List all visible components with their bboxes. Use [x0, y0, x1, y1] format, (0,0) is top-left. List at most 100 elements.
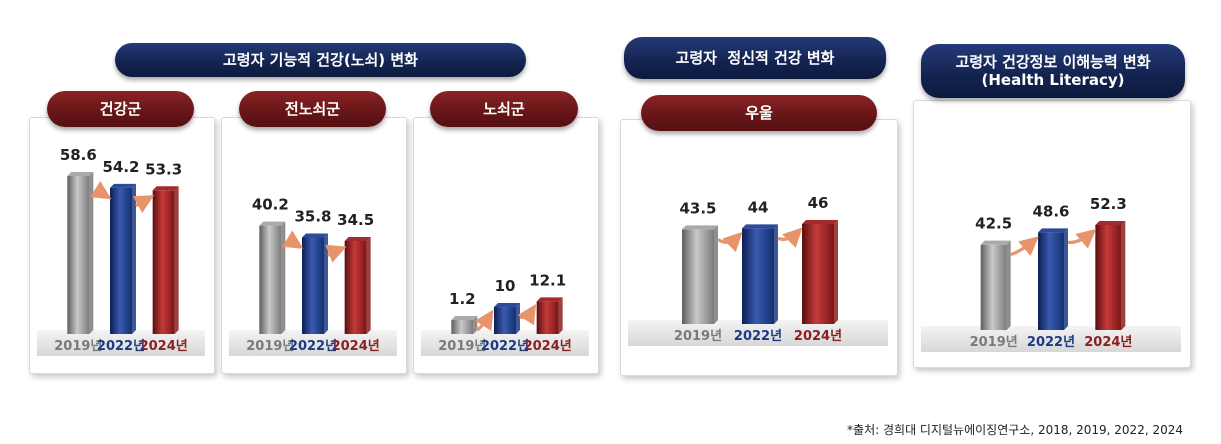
bar-side-healthy-0	[89, 172, 94, 334]
value-label-frail-0: 1.2	[449, 290, 476, 308]
group-title-prefrail: 전노쇠군	[239, 91, 386, 127]
bar-top-depression-1	[742, 224, 778, 229]
chart-platform	[921, 326, 1181, 352]
category-label-prefrail-0: 2019년	[246, 339, 294, 354]
trend-arrow-literacy-1	[1067, 228, 1097, 249]
group-title-prefrail-label: 전노쇠군	[284, 100, 341, 118]
bar-literacy-1	[1038, 232, 1064, 330]
trend-arrow-healthy-1	[132, 195, 155, 213]
bar-side-healthy-1	[132, 183, 136, 334]
functional-health-header-label: 고령자 기능적 건강(노쇠) 변화	[223, 51, 418, 69]
bar-healthy-1	[110, 187, 132, 334]
group-title-frail-label: 노쇠군	[483, 100, 525, 118]
bar-prefrail-2	[344, 240, 367, 334]
trend-arrow-prefrail-0	[282, 230, 304, 249]
chart-health-literacy: 42.5 48.6 52.3 2019년 2022년 2024년	[921, 195, 1181, 352]
chart-platform	[229, 330, 397, 356]
bar-healthy-0	[67, 176, 90, 334]
value-label-frail-1: 10	[495, 277, 516, 295]
group-title-frail: 노쇠군	[430, 91, 578, 127]
bar-side-prefrail-2	[366, 236, 371, 334]
bar-side-healthy-2	[174, 186, 179, 334]
bar-top-healthy-1	[110, 183, 136, 188]
bar-side-frail-1	[516, 303, 520, 334]
value-label-healthy-1: 54.2	[102, 158, 139, 176]
category-label-depression-2: 2024년	[794, 329, 842, 344]
bar-depression-2	[802, 224, 834, 324]
category-label-literacy-1: 2022년	[1027, 335, 1075, 350]
trend-arrow-healthy-0	[90, 180, 112, 200]
category-label-prefrail-1: 2022년	[289, 339, 337, 354]
value-label-depression-0: 43.5	[679, 199, 716, 217]
chart-platform	[628, 320, 888, 346]
trend-arrow-depression-0	[717, 231, 743, 253]
bar-top-prefrail-0	[259, 221, 286, 226]
bar-depression-1	[742, 228, 774, 324]
value-label-prefrail-2: 34.5	[337, 211, 374, 229]
bar-top-healthy-0	[67, 172, 94, 176]
category-label-frail-2: 2024년	[524, 339, 572, 354]
functional-health-header: 고령자 기능적 건강(노쇠) 변화	[115, 43, 526, 77]
bar-prefrail-1	[302, 237, 324, 334]
group-title-healthy-label: 건강군	[99, 100, 142, 118]
bar-side-depression-1	[774, 224, 778, 324]
value-label-depression-2: 46	[808, 194, 829, 212]
category-label-depression-0: 2019년	[674, 329, 722, 344]
group-title-healthy: 건강군	[47, 91, 194, 127]
source-footnote: *출처: 경희대 디지털뉴에이징연구소, 2018, 2019, 2022, 2…	[847, 423, 1183, 437]
bar-side-prefrail-1	[324, 233, 328, 334]
chart-depression: 43.5 44 46 2019년 2022년 2024년	[628, 194, 888, 346]
trend-arrow-frail-0	[475, 309, 494, 332]
trend-arrow-prefrail-1	[325, 244, 347, 263]
chart-platform	[37, 330, 205, 356]
category-label-healthy-2: 2024년	[140, 339, 188, 354]
category-label-healthy-1: 2022년	[97, 339, 145, 354]
value-label-literacy-0: 42.5	[975, 215, 1012, 233]
bar-side-literacy-2	[1121, 221, 1126, 330]
bar-literacy-0	[980, 244, 1007, 330]
bar-top-depression-2	[802, 220, 838, 224]
bar-top-prefrail-2	[344, 236, 371, 241]
bar-top-healthy-2	[152, 186, 179, 191]
bar-frail-2	[536, 301, 559, 334]
category-label-depression-1: 2022년	[734, 329, 782, 344]
value-label-healthy-0: 58.6	[60, 146, 97, 164]
value-label-prefrail-1: 35.8	[294, 207, 331, 225]
health-literacy-header-line1: 고령자 건강정보 이해능력 변화	[955, 53, 1151, 71]
bar-top-depression-0	[682, 225, 718, 230]
bar-side-literacy-1	[1064, 228, 1068, 330]
bar-top-literacy-1	[1038, 228, 1068, 233]
bar-side-literacy-0	[1006, 240, 1011, 330]
bar-top-frail-1	[494, 303, 520, 308]
bar-prefrail-0	[259, 225, 282, 334]
value-label-healthy-2: 53.3	[145, 160, 182, 178]
category-label-literacy-0: 2019년	[970, 335, 1018, 350]
health-literacy-header-line2: (Health Literacy)	[981, 71, 1125, 89]
value-label-frail-2: 12.1	[529, 271, 566, 289]
trend-arrow-depression-1	[777, 227, 803, 248]
bar-top-frail-2	[536, 297, 563, 302]
bar-top-literacy-2	[1095, 221, 1126, 225]
group-title-depression-label: 우울	[745, 104, 773, 122]
bar-side-frail-2	[558, 297, 563, 334]
mental-health-header: 고령자 정신적 건강 변화	[624, 37, 886, 79]
chart-platform	[421, 330, 589, 356]
bar-depression-0	[682, 229, 714, 324]
category-label-literacy-2: 2024년	[1084, 335, 1132, 350]
value-label-depression-1: 44	[748, 198, 769, 216]
bar-top-literacy-0	[980, 240, 1011, 245]
category-label-healthy-0: 2019년	[54, 339, 102, 354]
bar-top-prefrail-1	[302, 233, 328, 238]
bar-frail-0	[451, 320, 474, 334]
bar-side-depression-0	[714, 225, 718, 324]
health-literacy-header: 고령자 건강정보 이해능력 변화 (Health Literacy)	[921, 44, 1185, 98]
bar-side-depression-2	[834, 220, 838, 324]
category-label-prefrail-2: 2024년	[332, 339, 380, 354]
bar-frail-1	[494, 307, 516, 334]
value-label-prefrail-0: 40.2	[252, 196, 289, 214]
bar-top-frail-0	[451, 316, 478, 320]
value-label-literacy-2: 52.3	[1090, 195, 1127, 213]
group-title-depression: 우울	[641, 95, 877, 131]
